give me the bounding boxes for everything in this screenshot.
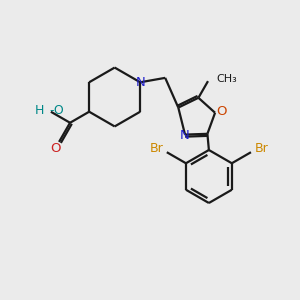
Text: H: H [35,104,44,117]
Text: Br: Br [254,142,268,155]
Text: N: N [179,129,189,142]
Text: O: O [216,105,227,118]
Text: N: N [135,76,145,89]
Text: O: O [50,142,61,155]
Text: -O: -O [50,104,64,117]
Text: CH₃: CH₃ [216,74,237,84]
Text: Br: Br [150,142,164,155]
